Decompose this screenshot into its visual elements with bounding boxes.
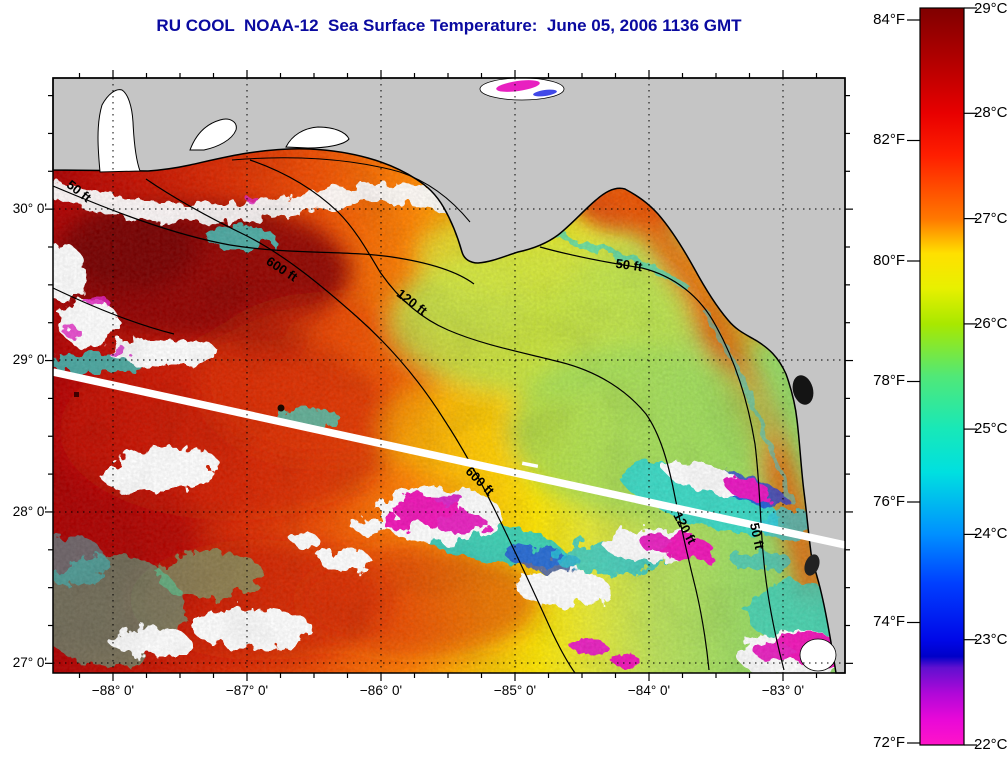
dark-pixel-spot	[74, 392, 79, 397]
mobile-bay	[97, 89, 141, 173]
graticule-grid	[53, 78, 845, 673]
x-tick-label: −83° 0'	[761, 683, 805, 698]
bays	[97, 77, 837, 672]
y-tick-label: 30° 0'	[12, 201, 47, 216]
contour-120ft	[249, 159, 710, 671]
colorbar-fahrenheit-label: 72°F	[873, 734, 905, 751]
x-tick-label: −88° 0'	[91, 683, 135, 698]
contour-600ft	[145, 178, 576, 673]
x-tick-label: −84° 0'	[627, 683, 671, 698]
coastal-bay-dark	[792, 375, 814, 405]
colorbar-fahrenheit-label: 74°F	[873, 613, 905, 630]
barrier-islands	[231, 157, 471, 223]
contour-50ft-west	[53, 185, 475, 285]
satellite-scan-gap-streak	[53, 368, 845, 549]
choctawhatchee-bay	[285, 126, 350, 149]
x-tick-label: −87° 0'	[225, 683, 269, 698]
colorbar-celsius-label: 29°C	[974, 0, 1008, 17]
axis-ticks	[45, 70, 853, 681]
charlotte-harbor	[799, 638, 837, 672]
colorbar-celsius-label: 24°C	[974, 525, 1008, 542]
pensacola-bay	[189, 118, 237, 151]
contour-50ft-east	[539, 246, 785, 671]
depth-contours	[53, 159, 785, 673]
tampa-bay-dark	[804, 554, 820, 576]
colorbar-fahrenheit-label: 82°F	[873, 131, 905, 148]
colorbar-fahrenheit-label: 84°F	[873, 11, 905, 28]
x-tick-label: −85° 0'	[493, 683, 537, 698]
scan-gap-dash	[568, 482, 582, 489]
axes-frame	[52, 77, 846, 674]
cloud-streak-blue	[533, 89, 557, 97]
colorbar-celsius-label: 26°C	[974, 315, 1008, 332]
y-tick-label: 29° 0'	[12, 352, 47, 367]
y-tick-label: 28° 0'	[12, 504, 47, 519]
colorbar-gradient	[919, 7, 965, 746]
dark-pixel-spot	[277, 404, 285, 412]
colorbar-celsius-label: 22°C	[974, 736, 1008, 753]
colorbar-celsius-label: 25°C	[974, 420, 1008, 437]
cloud-streak-magenta	[496, 80, 540, 92]
colorbar-ticks	[907, 7, 977, 746]
contour-600ft-edge	[53, 287, 175, 335]
colorbar-fahrenheit-label: 78°F	[873, 372, 905, 389]
figure-title: RU COOL NOAA-12 Sea Surface Temperature:…	[156, 16, 742, 35]
colorbar-celsius-label: 28°C	[974, 104, 1008, 121]
colorbar-fahrenheit-label: 76°F	[873, 493, 905, 510]
y-tick-label: 27° 0'	[12, 655, 47, 670]
colorbar-fahrenheit-label: 80°F	[873, 252, 905, 269]
colorbar-celsius-label: 27°C	[974, 210, 1008, 227]
colorbar-celsius-label: 23°C	[974, 631, 1008, 648]
x-tick-label: −86° 0'	[359, 683, 403, 698]
scan-gap-dash	[521, 461, 539, 468]
